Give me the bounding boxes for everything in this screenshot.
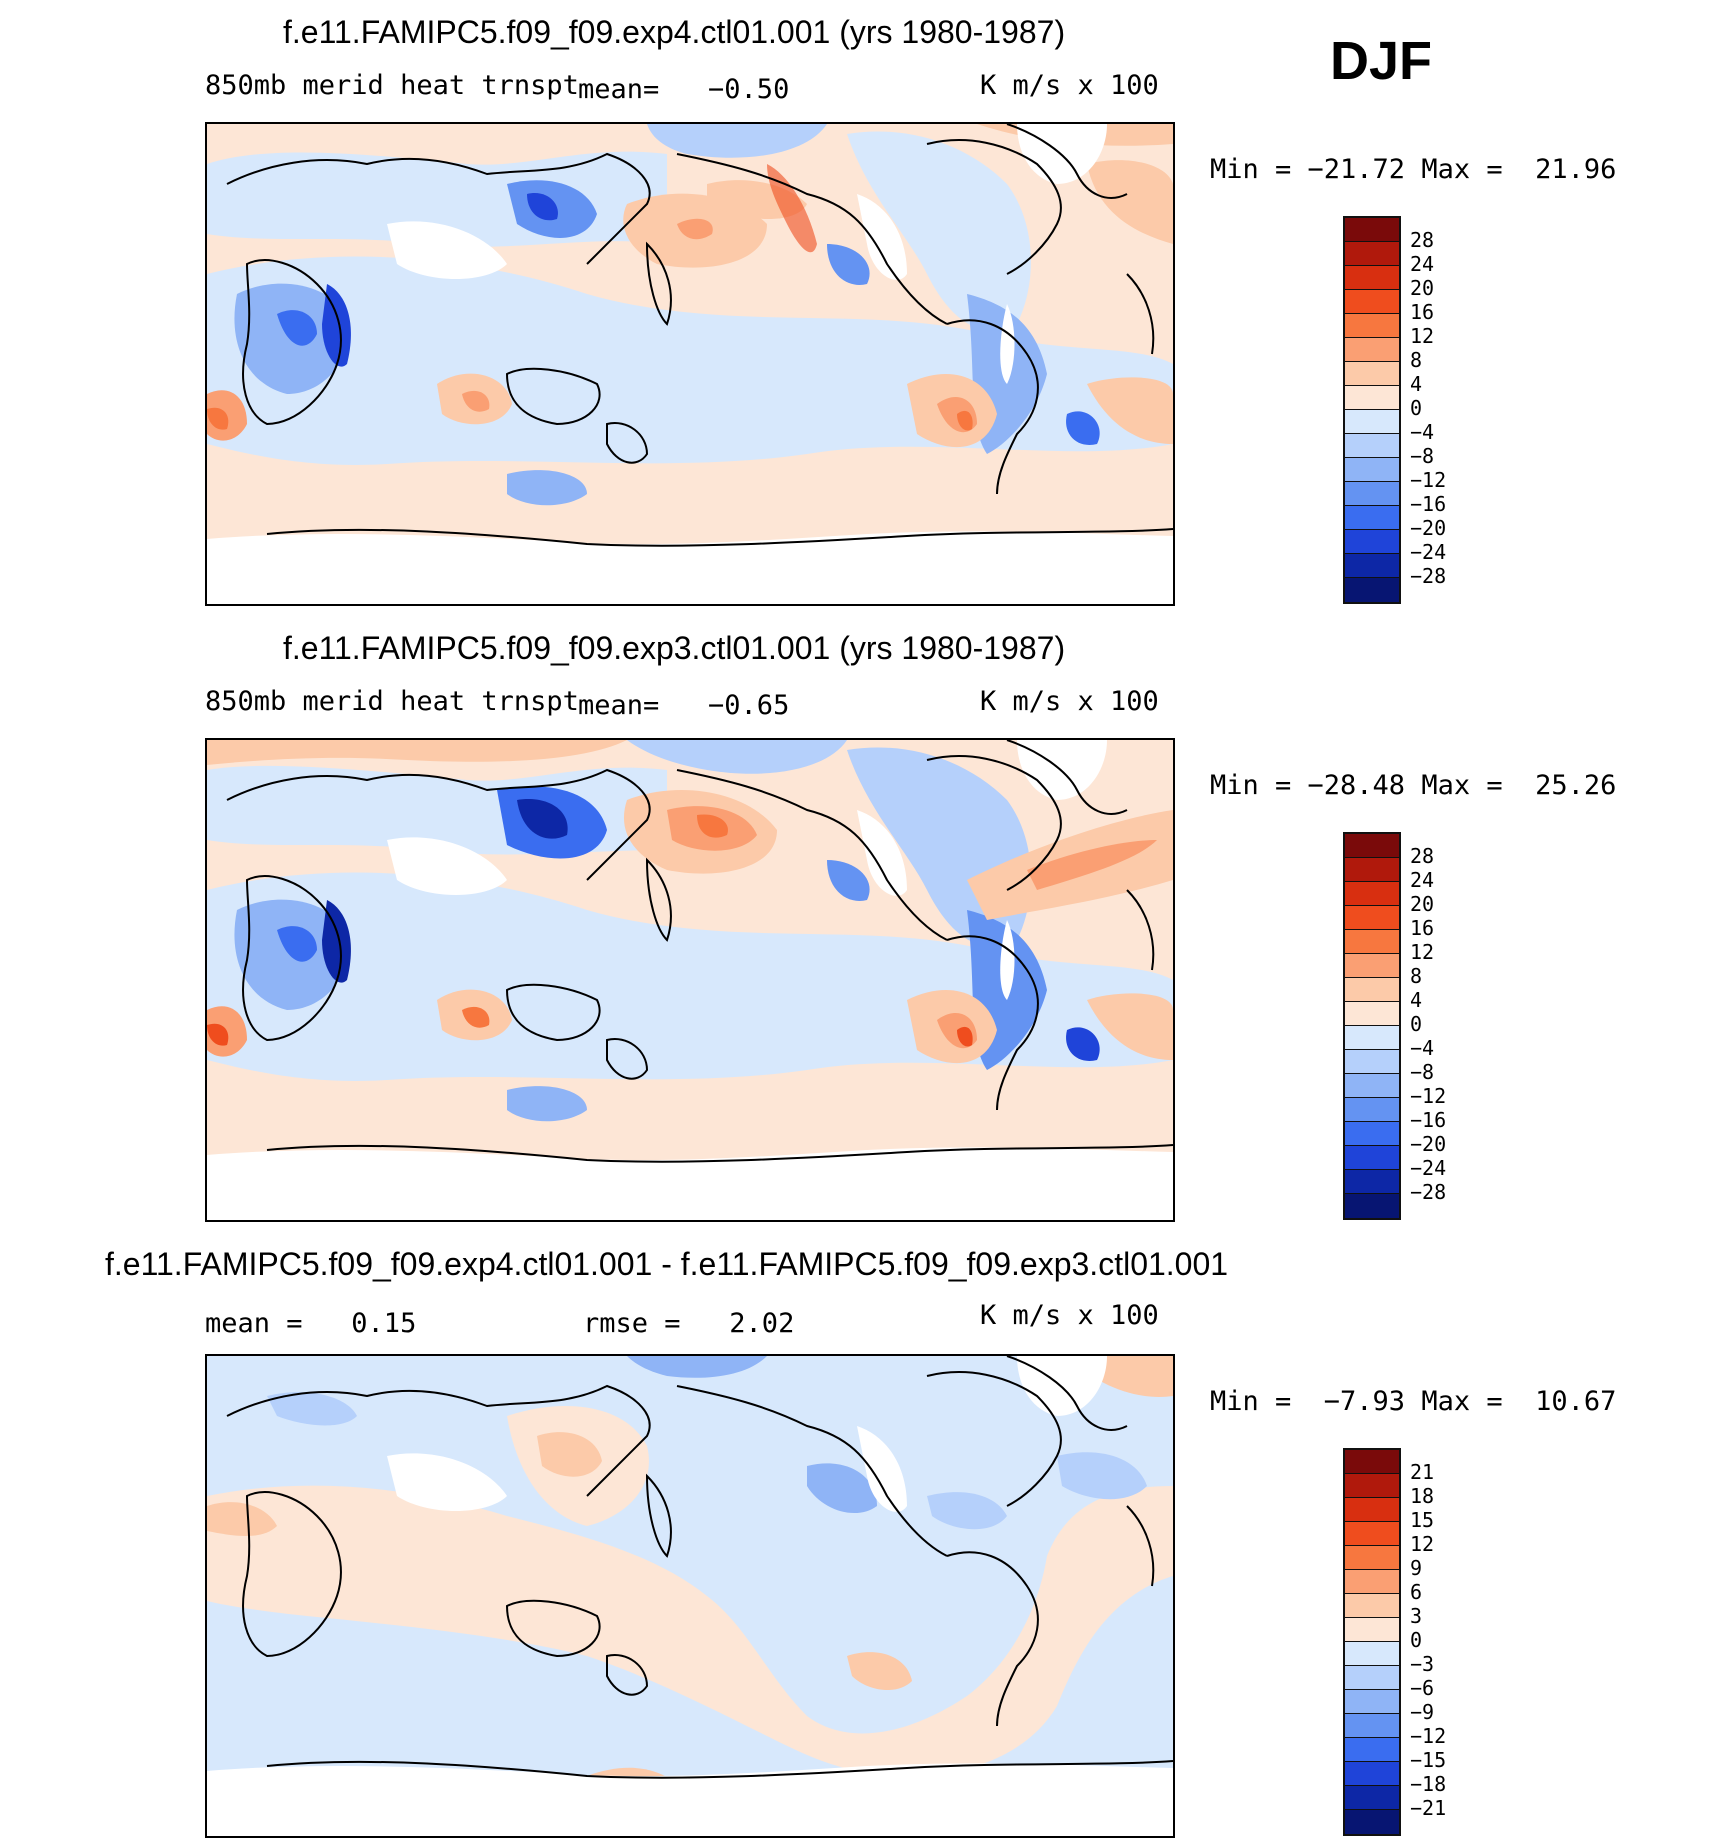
colorbar-label: −28 xyxy=(1410,564,1447,588)
colorbar-label: −21 xyxy=(1410,1796,1447,1820)
colorbar-label: −4 xyxy=(1410,420,1435,444)
panel1-title: f.e11.FAMIPC5.f09_f09.exp4.ctl01.001 (yr… xyxy=(283,14,1066,50)
colorbar-label: 28 xyxy=(1410,844,1435,868)
colorbar-label: −20 xyxy=(1410,1132,1447,1156)
colorbar-label: 20 xyxy=(1410,276,1435,300)
colorbar-label: 4 xyxy=(1410,988,1423,1012)
colorbar-label: −12 xyxy=(1410,1084,1447,1108)
colorbar-label: 0 xyxy=(1410,396,1423,420)
panel1-minmax: Min = −21.72 Max = 21.96 xyxy=(1210,154,1617,185)
panel2-map-svg xyxy=(207,740,1173,1220)
colorbar-label: −12 xyxy=(1410,1724,1447,1748)
panel2-units: K m/s x 100 xyxy=(980,686,1159,717)
colorbar-label: −8 xyxy=(1410,444,1435,468)
colorbar-label: −4 xyxy=(1410,1036,1435,1060)
panel3-mean: mean = 0.15 xyxy=(205,1308,417,1339)
panel2-colorbar xyxy=(1343,832,1401,1220)
panel3-rmse: rmse = 2.02 xyxy=(583,1308,795,1339)
colorbar-label: −6 xyxy=(1410,1676,1435,1700)
panel2-variable: 850mb merid heat trnspt xyxy=(205,686,579,717)
colorbar-label: −9 xyxy=(1410,1700,1435,1724)
colorbar-label: 12 xyxy=(1410,324,1435,348)
panel2-map xyxy=(205,738,1175,1222)
panel3-map xyxy=(205,1354,1175,1838)
panel3-units: K m/s x 100 xyxy=(980,1300,1159,1331)
colorbar-label: −8 xyxy=(1410,1060,1435,1084)
colorbar-label: 6 xyxy=(1410,1580,1423,1604)
colorbar-label: 21 xyxy=(1410,1460,1435,1484)
colorbar-label: −24 xyxy=(1410,1156,1447,1180)
colorbar-label: 8 xyxy=(1410,964,1423,988)
panel1-variable: 850mb merid heat trnspt xyxy=(205,70,579,101)
panel2-mean: mean= −0.65 xyxy=(578,690,790,721)
panel1-units: K m/s x 100 xyxy=(980,70,1159,101)
colorbar-label: 15 xyxy=(1410,1508,1435,1532)
colorbar-label: 12 xyxy=(1410,940,1435,964)
panel3-title: f.e11.FAMIPC5.f09_f09.exp4.ctl01.001 - f… xyxy=(105,1246,1229,1282)
panel2-title: f.e11.FAMIPC5.f09_f09.exp3.ctl01.001 (yr… xyxy=(283,630,1066,666)
colorbar-label: 18 xyxy=(1410,1484,1435,1508)
panel3-minmax: Min = −7.93 Max = 10.67 xyxy=(1210,1386,1617,1417)
colorbar-label: 0 xyxy=(1410,1628,1423,1652)
colorbar-label: 12 xyxy=(1410,1532,1435,1556)
panel3-colorbar xyxy=(1343,1448,1401,1836)
colorbar-label: −16 xyxy=(1410,492,1447,516)
colorbar-label: 16 xyxy=(1410,916,1435,940)
colorbar-label: 20 xyxy=(1410,892,1435,916)
colorbar-label: 24 xyxy=(1410,252,1435,276)
colorbar-label: −18 xyxy=(1410,1772,1447,1796)
colorbar-label: 0 xyxy=(1410,1012,1423,1036)
panel1-mean: mean= −0.50 xyxy=(578,74,790,105)
colorbar-label: −3 xyxy=(1410,1652,1435,1676)
colorbar-label: −12 xyxy=(1410,468,1447,492)
colorbar-label: −24 xyxy=(1410,540,1447,564)
colorbar-label: 24 xyxy=(1410,868,1435,892)
colorbar-label: −16 xyxy=(1410,1108,1447,1132)
colorbar-label: 9 xyxy=(1410,1556,1423,1580)
colorbar-label: 3 xyxy=(1410,1604,1423,1628)
panel1-map-svg xyxy=(207,124,1173,604)
colorbar-label: 16 xyxy=(1410,300,1435,324)
panel1-map xyxy=(205,122,1175,606)
panel3-map-svg xyxy=(207,1356,1173,1836)
colorbar-label: 8 xyxy=(1410,348,1423,372)
panel2-minmax: Min = −28.48 Max = 25.26 xyxy=(1210,770,1617,801)
colorbar-label: −15 xyxy=(1410,1748,1447,1772)
colorbar-label: 28 xyxy=(1410,228,1435,252)
colorbar-label: −28 xyxy=(1410,1180,1447,1204)
colorbar-label: 4 xyxy=(1410,372,1423,396)
season-label: DJF xyxy=(1330,31,1433,91)
colorbar-label: −20 xyxy=(1410,516,1447,540)
panel1-colorbar xyxy=(1343,216,1401,604)
